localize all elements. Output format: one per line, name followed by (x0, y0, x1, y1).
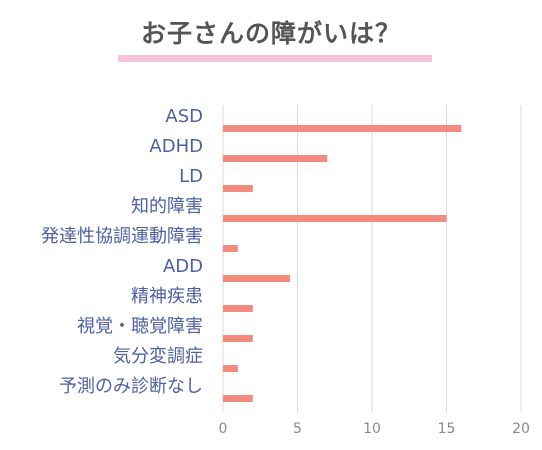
x-tick-label: 15 (438, 421, 456, 437)
bar (223, 305, 253, 312)
category-label: LD (179, 166, 203, 187)
title-underline (118, 55, 432, 62)
chart-title: お子さんの障がいは？ (140, 19, 401, 48)
x-tick-label: 5 (293, 421, 302, 437)
category-label: 発達性協調運動障害 (41, 226, 203, 247)
x-tick-label: 0 (219, 421, 228, 437)
bar (223, 245, 238, 252)
bar (223, 155, 328, 162)
x-tick-label: 20 (512, 421, 530, 437)
category-label: 精神疾患 (131, 286, 203, 307)
category-label: 視覚・聴覚障害 (77, 316, 203, 337)
category-label: 知的障害 (131, 196, 203, 217)
bar (223, 335, 253, 342)
category-label: ASD (165, 106, 203, 127)
category-label: ADHD (149, 136, 203, 157)
bar (223, 125, 462, 132)
bar (223, 365, 238, 372)
bar (223, 215, 447, 222)
bar (223, 185, 253, 192)
bar (223, 275, 291, 282)
category-label: ADD (163, 256, 203, 277)
x-tick-label: 10 (363, 421, 381, 437)
bar (223, 395, 253, 402)
category-label: 気分変調症 (113, 346, 203, 367)
category-label: 予測のみ診断なし (59, 376, 203, 397)
